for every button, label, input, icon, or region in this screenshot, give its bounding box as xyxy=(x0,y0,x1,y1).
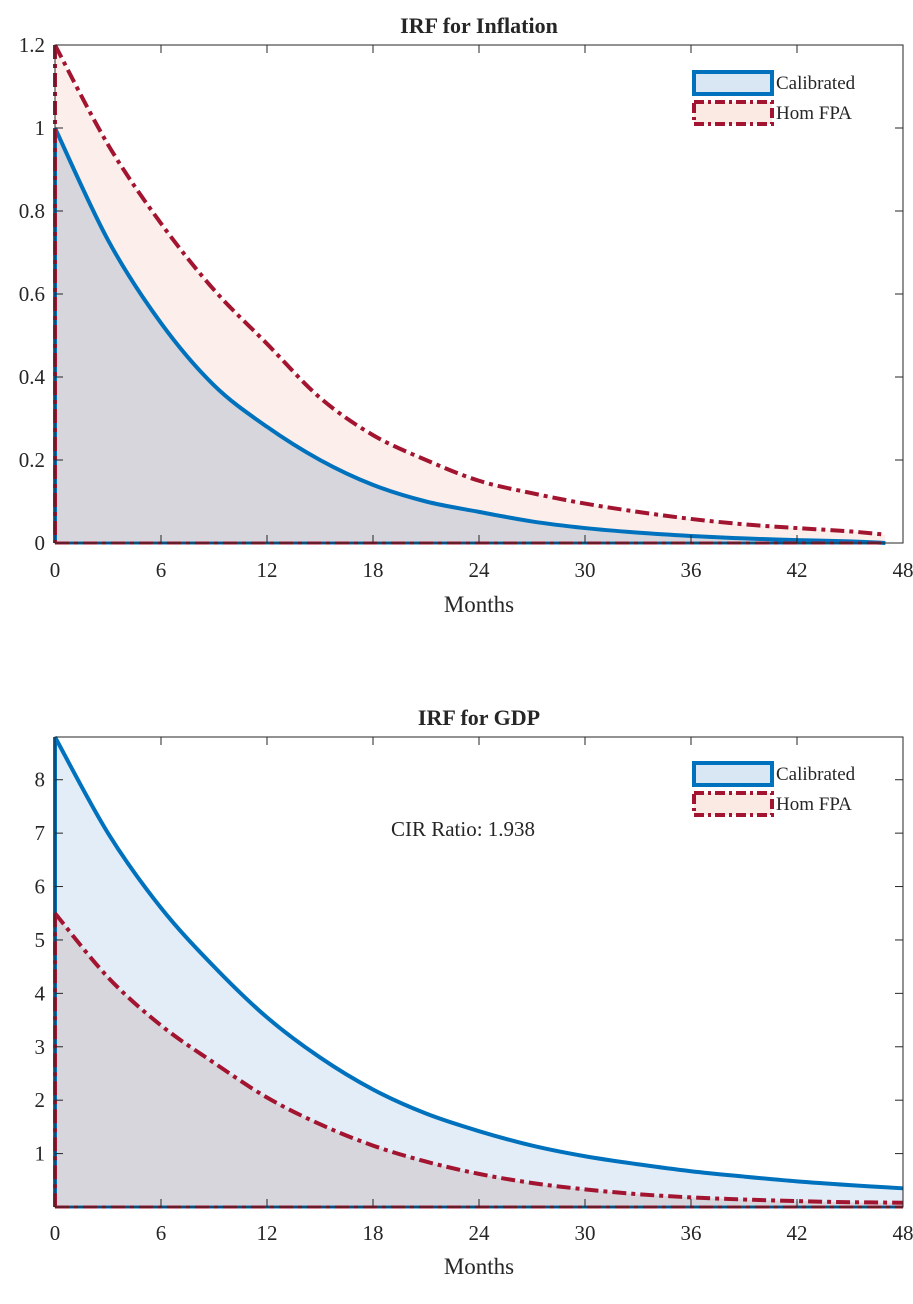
legend: Calibrated Hom FPA xyxy=(692,70,856,126)
x-tick-label: 18 xyxy=(363,558,384,582)
legend-swatch-hom-fpa xyxy=(692,100,774,126)
y-tick-label: 0.2 xyxy=(19,448,45,472)
series-line-calibrated xyxy=(53,736,904,1191)
y-tick-label: 0.6 xyxy=(19,282,45,306)
x-tick-label: 0 xyxy=(50,558,61,582)
x-tick-label: 12 xyxy=(257,1221,278,1245)
y-tick-label: 0 xyxy=(35,531,46,555)
chart-title: IRF for Inflation xyxy=(400,13,558,38)
area-overlap xyxy=(55,913,903,1207)
legend-label-calibrated: Calibrated xyxy=(776,764,856,785)
y-tick-label: 8 xyxy=(35,768,46,792)
y-tick-label: 3 xyxy=(35,1035,46,1059)
y-tick-label: 0.8 xyxy=(19,199,45,223)
legend-label-hom-fpa: Hom FPA xyxy=(776,794,852,815)
y-tick-label: 0.4 xyxy=(19,365,46,389)
y-tick-label: 1.2 xyxy=(19,33,45,57)
series-line-hom-fpa xyxy=(53,44,886,537)
x-tick-label: 30 xyxy=(575,1221,596,1245)
y-tick-label: 6 xyxy=(35,875,46,899)
x-tick-label: 48 xyxy=(893,1221,913,1245)
legend-swatch-calibrated xyxy=(692,761,774,787)
x-axis-label: Months xyxy=(444,592,514,617)
x-tick-label: 0 xyxy=(50,1221,61,1245)
series-line-calibrated xyxy=(53,127,886,545)
y-tick-label: 1 xyxy=(35,116,46,140)
legend-label-calibrated: Calibrated xyxy=(776,73,856,94)
area-overlap xyxy=(55,128,886,543)
y-tick-label: 7 xyxy=(35,821,46,845)
chart-title: IRF for GDP xyxy=(418,705,540,730)
series-line-hom-fpa xyxy=(53,911,904,1205)
x-tick-label: 24 xyxy=(469,558,491,582)
x-tick-label: 42 xyxy=(787,1221,808,1245)
x-tick-label: 36 xyxy=(681,1221,702,1245)
x-tick-label: 42 xyxy=(787,558,808,582)
x-tick-label: 18 xyxy=(363,1221,384,1245)
chart-inflation: 0 6 12 18 24 30 36 42 48 0 0.2 0.4 0.6 0.8 1 1.2 IRF for… xyxy=(19,13,913,617)
legend: Calibrated Hom FPA xyxy=(692,761,856,817)
legend-swatch-hom-fpa xyxy=(692,791,774,817)
legend-label-hom-fpa: Hom FPA xyxy=(776,103,852,124)
y-tick-label: 2 xyxy=(35,1088,46,1112)
x-tick-label: 6 xyxy=(156,558,167,582)
x-tick-label: 30 xyxy=(575,558,596,582)
x-tick-label: 36 xyxy=(681,558,702,582)
y-tick-label: 1 xyxy=(35,1142,46,1166)
x-axis-label: Months xyxy=(444,1254,514,1279)
legend-swatch-calibrated xyxy=(692,70,774,96)
x-tick-label: 6 xyxy=(156,1221,167,1245)
area-hom-fpa xyxy=(55,45,886,543)
x-tick-label: 12 xyxy=(257,558,278,582)
y-tick-label: 5 xyxy=(35,928,46,952)
x-tick-label: 24 xyxy=(469,1221,491,1245)
x-tick-label: 48 xyxy=(893,558,913,582)
y-tick-label: 4 xyxy=(35,981,46,1005)
cir-ratio-annotation: CIR Ratio: 1.938 xyxy=(391,817,535,841)
area-calibrated xyxy=(55,737,903,1207)
